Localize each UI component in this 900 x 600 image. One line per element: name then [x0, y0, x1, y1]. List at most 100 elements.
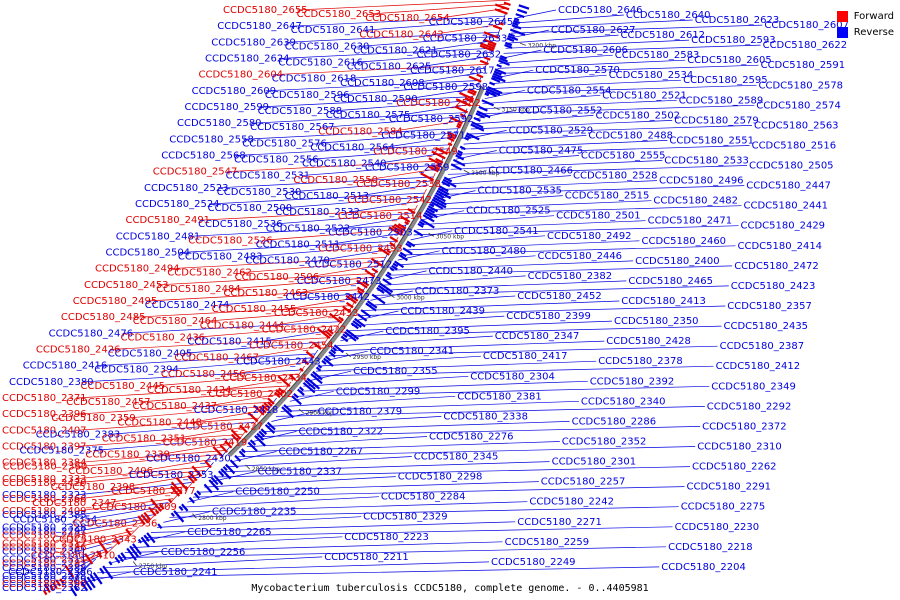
reverse-gene-glyph — [342, 333, 348, 339]
gene-feature-glyphs — [42, 1, 530, 597]
reverse-gene-glyph — [392, 262, 399, 268]
gene-label: CCDC5180_2616 — [278, 58, 363, 69]
label-connector — [285, 297, 358, 310]
label-connector — [291, 15, 505, 27]
reverse-gene-glyph — [210, 476, 219, 486]
reverse-gene-glyph — [511, 24, 522, 30]
label-connector — [399, 104, 470, 116]
gene-label: CCDC5180_2259 — [505, 537, 590, 548]
reverse-gene-glyph — [345, 328, 360, 340]
forward-gene-glyph — [427, 165, 439, 173]
gene-label: CCDC5180_2403 — [2, 530, 87, 541]
forward-gene-glyph — [267, 401, 273, 407]
label-connector — [473, 115, 594, 125]
gene-label: CCDC5180_2443 — [236, 357, 321, 368]
label-connector — [106, 490, 183, 504]
forward-gene-glyph — [476, 73, 484, 79]
gene-label: CCDC5180_2578 — [759, 80, 844, 91]
label-connector — [446, 140, 453, 152]
forward-gene-glyph — [187, 475, 196, 484]
gene-label: CCDC5180_2242 — [529, 497, 614, 508]
label-connector — [364, 19, 504, 31]
label-connector — [125, 405, 270, 419]
forward-gene-glyph — [356, 286, 365, 293]
label-connector — [272, 64, 487, 76]
gene-label: CCDC5180_2428 — [606, 336, 691, 347]
reverse-gene-glyph — [487, 85, 503, 95]
gene-label: CCDC5180_2513 — [285, 191, 370, 202]
gene-label: CCDC5180_2501 — [556, 211, 641, 222]
reverse-gene-glyph — [312, 370, 323, 381]
gene-label: CCDC5180_2347 — [32, 498, 117, 509]
tick-mark — [520, 42, 526, 46]
reverse-gene-glyph — [70, 587, 78, 597]
label-connector — [134, 305, 352, 318]
gene-label: CCDC5180_2382 — [528, 271, 613, 282]
reverse-gene-glyph — [256, 432, 265, 441]
label-connector — [202, 462, 214, 476]
legend-label-forward: Forward — [853, 10, 894, 22]
gene-label: CCDC5180_2579 — [674, 115, 759, 126]
reverse-gene-glyph — [452, 158, 466, 167]
forward-gene-glyph — [431, 150, 446, 160]
gene-label: CCDC5180_2470 — [245, 256, 330, 267]
forward-gene-glyph — [301, 358, 310, 366]
label-connector — [391, 237, 399, 249]
label-connector — [442, 175, 572, 185]
label-connector — [411, 204, 418, 217]
tick-label: 2800 kbp — [198, 515, 226, 522]
forward-gene-glyph — [154, 509, 160, 515]
gene-label: CCDC5180_2355 — [353, 366, 438, 377]
reverse-gene-glyph — [398, 253, 408, 262]
label-connector — [349, 200, 420, 213]
gene-label: CCDC5180_2455 — [212, 304, 297, 315]
gene-label: CCDC5180_2505 — [749, 161, 834, 172]
gene-label: CCDC5180_2500 — [208, 203, 293, 214]
label-connector — [322, 333, 331, 346]
gene-label: CCDC5180_2301 — [552, 457, 637, 468]
reverse-gene-glyph — [366, 300, 378, 309]
forward-gene-glyph — [219, 444, 228, 453]
label-connector — [375, 152, 446, 164]
reverse-gene-glyph — [203, 483, 213, 494]
label-connector — [407, 235, 546, 246]
label-connector — [265, 80, 480, 92]
reverse-gene-glyph — [238, 450, 246, 458]
label-connector — [179, 240, 396, 253]
label-connector — [146, 289, 364, 302]
tick-label: 3150 kbp — [502, 107, 530, 114]
reverse-gene-glyph — [436, 189, 452, 200]
forward-gene-glyph — [258, 405, 267, 414]
gene-label: CCDC5180_2299 — [336, 386, 421, 397]
label-connector — [484, 89, 525, 100]
label-connector — [140, 389, 284, 403]
tick-mark — [298, 408, 304, 414]
reverse-gene-glyph — [258, 430, 266, 438]
gene-label: CCDC5180_2341 — [370, 346, 455, 357]
label-connector — [175, 425, 251, 439]
tick-label: 3000 kbp — [396, 295, 424, 302]
reverse-gene-glyph — [504, 43, 513, 49]
forward-gene-glyph — [277, 375, 291, 388]
label-connector — [344, 325, 722, 337]
forward-gene-glyph — [457, 122, 462, 127]
forward-gene-glyph — [299, 367, 304, 372]
forward-gene-glyph — [435, 147, 448, 155]
gene-label: CCDC5180_2504 — [106, 248, 191, 259]
gene-label: CCDC5180_2439 — [400, 306, 485, 317]
label-connector — [75, 466, 210, 480]
reverse-gene-glyph — [291, 395, 302, 406]
reverse-gene-glyph — [193, 492, 200, 500]
gene-label: CCDC5180_2406 — [68, 466, 153, 477]
gene-label: CCDC5180_2568 — [161, 151, 246, 162]
genome-backbone-arc — [228, 85, 486, 457]
reverse-gene-glyph — [264, 423, 276, 434]
gene-label: CCDC5180_2413 — [621, 296, 706, 307]
reverse-gene-glyph — [114, 556, 121, 564]
label-connector — [482, 94, 601, 105]
label-connector — [189, 224, 406, 237]
label-connector — [296, 365, 305, 378]
label-connector — [157, 516, 362, 528]
reverse-gene-glyph — [83, 578, 93, 591]
label-connector — [384, 136, 454, 148]
